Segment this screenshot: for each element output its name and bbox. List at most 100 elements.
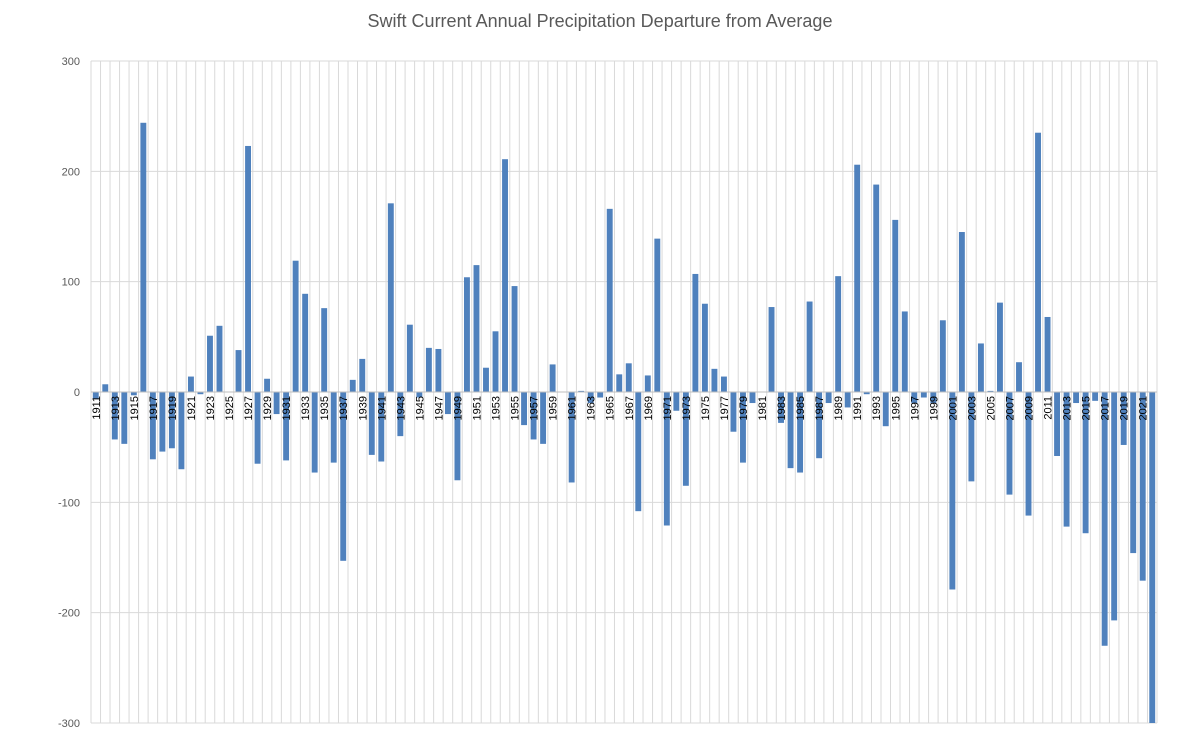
bar bbox=[778, 392, 784, 423]
bar bbox=[806, 301, 813, 392]
bar bbox=[359, 358, 366, 392]
x-tick-label: 1929 bbox=[262, 396, 274, 420]
y-tick-label: 300 bbox=[62, 56, 80, 68]
x-tick-label: 1967 bbox=[624, 396, 636, 420]
x-tick-label: 1931 bbox=[281, 396, 293, 420]
bar bbox=[797, 392, 804, 473]
x-tick-label: 1937 bbox=[338, 396, 350, 420]
x-tick-label: 1971 bbox=[662, 396, 674, 420]
bar bbox=[1073, 392, 1080, 404]
bar bbox=[435, 348, 442, 392]
bar bbox=[454, 392, 461, 481]
x-tick-label: 2007 bbox=[1004, 396, 1016, 420]
x-tick-label: 1939 bbox=[357, 396, 369, 420]
bar bbox=[92, 392, 99, 399]
bar bbox=[654, 238, 661, 392]
x-tick-label: 1951 bbox=[471, 396, 483, 420]
bar bbox=[130, 392, 137, 396]
x-tick-label: 1957 bbox=[529, 396, 541, 420]
bar bbox=[768, 307, 775, 392]
bar bbox=[997, 302, 1003, 392]
x-tick-label: 2005 bbox=[985, 396, 997, 420]
y-tick-label: -300 bbox=[58, 718, 80, 730]
bar bbox=[901, 311, 908, 392]
bar bbox=[787, 392, 794, 469]
x-tick-label: 2003 bbox=[966, 396, 978, 420]
bar bbox=[663, 392, 670, 526]
bar bbox=[892, 219, 899, 392]
x-tick-label: 2011 bbox=[1043, 396, 1055, 420]
bar bbox=[178, 392, 185, 470]
bar bbox=[587, 392, 594, 404]
bar bbox=[311, 392, 318, 473]
bar bbox=[863, 392, 870, 395]
bar bbox=[521, 392, 528, 426]
x-tick-label: 1973 bbox=[681, 396, 693, 420]
bar bbox=[368, 392, 375, 455]
bar bbox=[197, 392, 204, 395]
bar bbox=[1035, 132, 1041, 392]
bar bbox=[873, 184, 880, 392]
bar bbox=[121, 392, 128, 444]
x-tick-label: 1953 bbox=[491, 396, 503, 420]
x-tick-label: 1933 bbox=[300, 396, 312, 420]
bar bbox=[854, 164, 861, 392]
x-tick-label: 1965 bbox=[605, 396, 617, 420]
bar bbox=[882, 392, 889, 427]
bar bbox=[349, 379, 356, 392]
bar bbox=[216, 325, 223, 392]
bar bbox=[159, 392, 166, 452]
x-tick-label: 2017 bbox=[1100, 396, 1112, 420]
bar bbox=[692, 273, 699, 392]
bar bbox=[492, 331, 499, 392]
x-tick-label: 2015 bbox=[1081, 396, 1093, 420]
bar bbox=[511, 286, 518, 392]
bar bbox=[730, 392, 737, 432]
bar bbox=[711, 368, 718, 392]
bar bbox=[578, 390, 585, 392]
x-tick-label: 1949 bbox=[452, 396, 464, 420]
bar bbox=[987, 390, 994, 392]
x-tick-label: 1945 bbox=[414, 396, 426, 420]
x-tick-label: 2009 bbox=[1024, 396, 1036, 420]
bar bbox=[816, 392, 823, 459]
x-tick-label: 1917 bbox=[148, 396, 160, 420]
bar bbox=[502, 159, 508, 392]
bar bbox=[273, 392, 280, 415]
bar bbox=[1149, 392, 1156, 723]
x-tick-label: 1989 bbox=[833, 396, 845, 420]
x-tick-label: 1991 bbox=[852, 396, 864, 420]
x-tick-label: 2013 bbox=[1062, 396, 1074, 420]
x-tick-label: 1923 bbox=[205, 396, 217, 420]
bar bbox=[292, 260, 299, 392]
x-tick-label: 1983 bbox=[776, 396, 788, 420]
x-tick-label: 1959 bbox=[548, 396, 560, 420]
bar bbox=[245, 145, 251, 392]
bar bbox=[682, 392, 689, 486]
bar bbox=[416, 392, 423, 398]
bar bbox=[1016, 362, 1022, 392]
bar bbox=[111, 392, 118, 440]
bar bbox=[825, 392, 832, 404]
bar bbox=[1101, 392, 1108, 646]
x-tick-label: 1969 bbox=[643, 396, 655, 420]
bar bbox=[644, 375, 651, 392]
x-tick-label: 1913 bbox=[110, 396, 122, 420]
bar bbox=[920, 392, 927, 398]
bar bbox=[911, 392, 918, 404]
bar bbox=[254, 392, 261, 464]
bar bbox=[968, 392, 975, 482]
y-tick-label: 200 bbox=[62, 166, 80, 178]
bar bbox=[1111, 392, 1118, 621]
x-tick-label: 1943 bbox=[395, 396, 407, 420]
bar bbox=[483, 367, 489, 392]
bar bbox=[235, 350, 242, 392]
x-tick-label: 1975 bbox=[700, 396, 712, 420]
bar bbox=[330, 392, 337, 463]
y-tick-labels: 300 200 100 0 -100 -200 -300 bbox=[58, 56, 80, 730]
bar bbox=[140, 122, 147, 392]
x-tick-label: 1963 bbox=[586, 396, 598, 420]
x-tick-label: 1911 bbox=[91, 396, 103, 420]
bar bbox=[187, 376, 194, 392]
